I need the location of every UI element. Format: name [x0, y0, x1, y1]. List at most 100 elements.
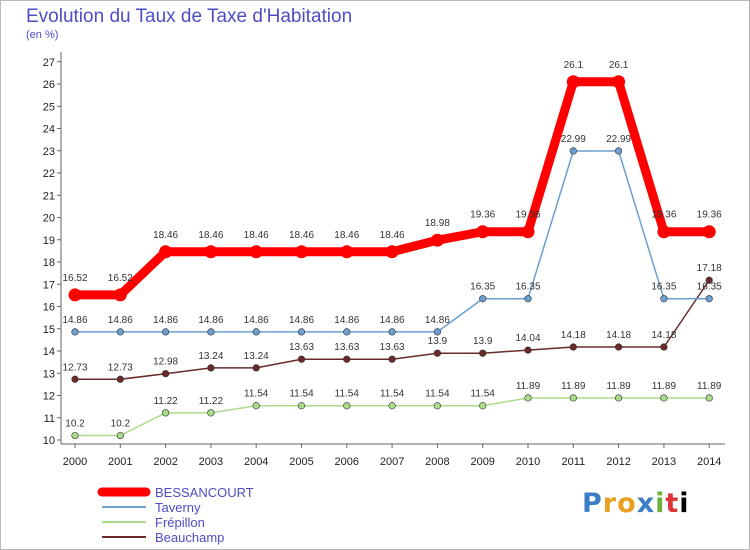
data-point	[340, 245, 354, 259]
data-point	[430, 233, 444, 247]
data-label: 14.86	[425, 315, 450, 326]
data-label: 16.35	[651, 282, 676, 293]
data-point	[116, 431, 124, 440]
data-label: 11.89	[697, 381, 722, 392]
data-point	[657, 225, 671, 239]
data-point	[113, 288, 127, 302]
data-point	[433, 328, 442, 336]
data-point	[612, 75, 626, 89]
data-point	[388, 402, 396, 410]
data-label: 14.86	[108, 315, 133, 326]
data-label: 14.86	[334, 315, 359, 326]
data-point	[433, 349, 442, 357]
data-point	[71, 328, 79, 336]
data-point	[614, 147, 623, 155]
data-point	[660, 295, 668, 303]
data-point	[521, 225, 535, 239]
chart-title: Evolution du Taux de Taxe d'Habitation	[26, 6, 353, 27]
x-tick-label: 2000	[63, 456, 87, 468]
data-point	[252, 402, 260, 410]
data-point	[479, 295, 487, 303]
data-label: 17.18	[697, 263, 722, 274]
data-label: 11.22	[153, 396, 178, 407]
data-label: 10.2	[65, 419, 85, 430]
data-label: 16.35	[515, 282, 540, 293]
data-label: 14.86	[289, 315, 314, 326]
y-tick-label: 10	[43, 435, 55, 447]
data-label: 10.2	[111, 419, 131, 430]
data-point	[295, 245, 308, 259]
data-label: 11.54	[244, 389, 269, 400]
data-point	[297, 328, 306, 336]
data-point	[476, 225, 490, 239]
data-label: 16.52	[108, 273, 133, 284]
data-label: 14.18	[651, 330, 676, 341]
data-label: 13.24	[198, 351, 223, 362]
legend-label: Beauchamp	[155, 530, 224, 545]
data-point	[116, 328, 124, 336]
series-line-bessancourt	[70, 77, 714, 300]
data-point	[297, 355, 306, 363]
data-label: 14.86	[380, 315, 405, 326]
data-label: 22.99	[606, 134, 631, 145]
data-label: 14.04	[515, 333, 540, 344]
chart-axes: 10 11 12 13 14 15 16 17 18 19 20 21 22 23 24 25 26 27 2000…	[43, 52, 725, 468]
data-point	[207, 364, 215, 372]
data-label: 11.54	[289, 389, 314, 400]
data-label: 16.35	[470, 282, 495, 293]
data-label: 19.36	[470, 210, 495, 221]
data-point	[343, 402, 351, 410]
data-label: 11.89	[606, 381, 631, 392]
x-tick-label: 2008	[425, 456, 449, 468]
data-point	[614, 343, 623, 351]
data-point	[479, 402, 487, 410]
y-tick-label: 17	[43, 279, 55, 291]
data-point	[297, 402, 306, 410]
x-tick-label: 2004	[244, 456, 268, 468]
data-label: 18.98	[425, 218, 450, 229]
data-point	[524, 394, 532, 402]
y-tick-label: 15	[43, 324, 55, 336]
data-label: 14.18	[561, 330, 586, 341]
data-label: 13.24	[244, 351, 269, 362]
data-point	[524, 295, 532, 303]
x-tick-label: 2014	[697, 456, 721, 468]
data-point	[116, 375, 124, 383]
data-label: 16.52	[62, 273, 87, 284]
data-label: 11.89	[561, 381, 586, 392]
data-label: 14.86	[244, 315, 269, 326]
y-tick-label: 16	[43, 302, 55, 314]
y-tick-label: 20	[43, 213, 55, 225]
data-label: 12.73	[62, 362, 87, 373]
data-point	[252, 364, 260, 372]
x-tick-label: 2007	[380, 456, 404, 468]
data-label: 11.89	[652, 381, 677, 392]
y-tick-label: 26	[43, 79, 55, 91]
data-point	[705, 276, 713, 284]
data-point	[204, 245, 218, 259]
legend-label: Taverny	[155, 500, 201, 515]
data-label: 14.86	[62, 315, 87, 326]
x-tick-label: 2013	[652, 456, 676, 468]
data-point	[569, 343, 577, 351]
data-label: 18.46	[334, 230, 359, 241]
data-point	[159, 245, 173, 259]
series-layer	[68, 75, 716, 440]
y-tick-label: 11	[44, 413, 55, 425]
data-label: 14.18	[606, 330, 631, 341]
y-tick-label: 22	[43, 168, 55, 180]
data-point	[569, 394, 577, 402]
data-label: 13.63	[334, 342, 359, 353]
data-point	[71, 375, 79, 383]
y-tick-label: 24	[43, 124, 55, 136]
x-tick-label: 2001	[108, 456, 132, 468]
data-label: 12.98	[153, 357, 178, 368]
data-label: 22.99	[561, 134, 586, 145]
data-label: 13.63	[380, 342, 405, 353]
data-point	[388, 328, 396, 336]
data-point	[162, 409, 170, 417]
data-label: 11.54	[471, 389, 496, 400]
data-point	[702, 225, 716, 239]
data-labels-layer: 16.52 16.52 18.46 18.46 18.46 18.46 18.46 18.46…	[62, 60, 722, 430]
